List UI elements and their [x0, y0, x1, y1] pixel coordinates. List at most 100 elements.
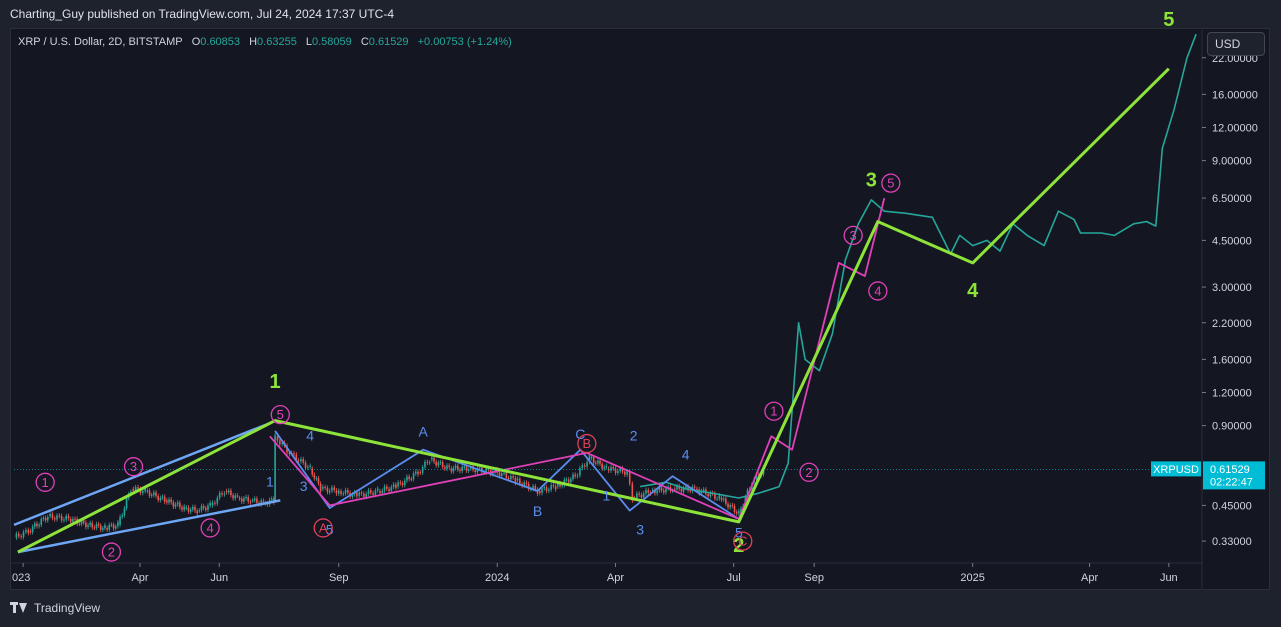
circled-wave-marker: [35, 472, 55, 492]
candle-body: [155, 492, 157, 497]
candle-body: [247, 497, 250, 502]
candle-body: [503, 472, 505, 474]
candle-body: [548, 489, 550, 491]
candle-body: [605, 465, 608, 468]
candle-body: [525, 482, 528, 484]
candle-body: [554, 486, 557, 490]
candle-body: [452, 468, 455, 472]
y-tick-label: 6.50000: [1212, 193, 1252, 205]
currency-button[interactable]: USD: [1207, 32, 1265, 56]
candles-layer: [15, 432, 765, 540]
candle-body: [243, 498, 245, 502]
candle-body: [36, 523, 38, 527]
candle-body: [260, 500, 263, 505]
primary-wave-line: [17, 67, 1170, 554]
price-tag-countdown: 02:22:47: [1210, 476, 1253, 488]
candle-body: [395, 484, 397, 488]
candle-body: [295, 454, 298, 461]
open-value: 0.60853: [200, 36, 241, 48]
candle-body: [363, 493, 365, 497]
candle-body: [238, 497, 241, 499]
candle-body: [22, 531, 25, 538]
candle-body: [309, 465, 311, 467]
tradingview-logo[interactable]: TradingView: [10, 601, 100, 615]
x-tick-label: Apr: [1081, 572, 1098, 584]
candle-body: [125, 498, 128, 509]
candle-body: [179, 502, 181, 508]
candle-body: [572, 474, 574, 480]
candle-body: [628, 472, 631, 484]
candle-body: [527, 483, 530, 490]
wave-lines-layer: [13, 33, 1197, 554]
publisher-line: Charting_Guy published on TradingView.co…: [10, 7, 395, 21]
candle-body: [386, 486, 388, 489]
candle-body: [82, 520, 85, 523]
circled-wave-marker: [577, 433, 597, 454]
candle-body: [374, 490, 377, 495]
candle-body: [102, 528, 104, 530]
candle-body: [601, 463, 603, 469]
candle-body: [42, 517, 45, 519]
candle-body: [448, 465, 450, 467]
candle-body: [335, 490, 338, 494]
minor-wave-label: 1: [266, 474, 274, 490]
candle-body: [720, 497, 723, 500]
circled-wave-label: 3: [850, 228, 857, 243]
candle-body: [457, 465, 459, 470]
circled-wave-marker: [764, 401, 784, 421]
candle-body: [412, 473, 415, 480]
x-tick-label: Apr: [131, 572, 148, 584]
circled-wave-label: C: [738, 534, 747, 549]
candle-body: [300, 458, 302, 462]
primary-wave-label: 2: [733, 535, 744, 557]
circled-wave-label: 3: [130, 459, 137, 474]
candle-body: [465, 466, 468, 471]
candle-body: [46, 516, 49, 521]
candle-body: [381, 490, 384, 494]
candle-body: [74, 518, 76, 520]
circled-wave-label: 1: [42, 475, 49, 490]
x-tick-label: Jun: [210, 572, 228, 584]
candle-body: [725, 498, 727, 504]
candle-body: [576, 475, 579, 477]
candle-body: [157, 496, 159, 501]
candle-body: [304, 462, 307, 468]
candle-body: [121, 515, 124, 517]
primary-wave-label: 5: [1163, 9, 1174, 31]
candle-body: [307, 466, 309, 468]
candle-body: [161, 496, 164, 498]
candle-body: [559, 483, 561, 487]
candle-body: [251, 500, 254, 502]
candle-body: [599, 460, 601, 464]
candle-body: [579, 468, 581, 476]
candle-body: [656, 490, 658, 494]
wedge-lower-line: [17, 499, 281, 554]
candle-body: [428, 462, 431, 464]
candle-body: [740, 508, 742, 514]
candle-body: [78, 523, 81, 525]
candle-body: [565, 479, 568, 481]
candle-body: [543, 487, 546, 489]
circled-wave-marker: [799, 462, 819, 482]
candle-body: [612, 466, 615, 469]
projection-line: [639, 33, 1197, 499]
x-tick-label: Jun: [1160, 572, 1178, 584]
candle-body: [49, 513, 51, 517]
candle-body: [150, 495, 153, 497]
candle-body: [187, 507, 190, 512]
circled-wave-marker: [733, 531, 753, 551]
minor-wave-label: 3: [300, 478, 308, 494]
minor-wave-label: 2: [630, 428, 638, 444]
candle-body: [51, 513, 54, 519]
close-value: 0.61529: [368, 36, 409, 48]
candle-body: [574, 474, 576, 477]
candle-body: [390, 486, 393, 492]
y-tick-label: 0.33000: [1212, 536, 1252, 548]
candle-body: [417, 471, 419, 475]
candle-body: [170, 499, 172, 503]
candle-body: [676, 485, 678, 490]
candle-body: [340, 490, 342, 494]
candle-body: [532, 486, 534, 489]
circled-wave-marker: [881, 173, 901, 193]
